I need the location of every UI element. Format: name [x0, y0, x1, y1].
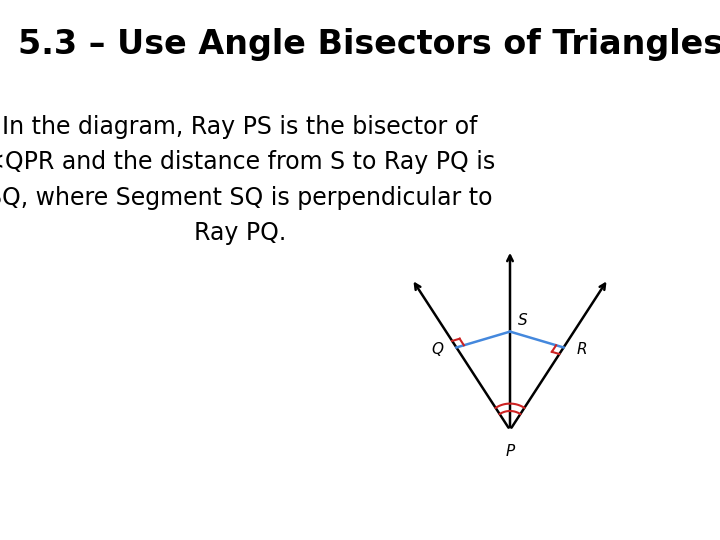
Text: Q: Q — [431, 342, 444, 357]
Text: S: S — [518, 313, 528, 328]
Text: P: P — [505, 444, 515, 459]
Text: In the diagram, Ray PS is the bisector of
<QPR and the distance from S to Ray PQ: In the diagram, Ray PS is the bisector o… — [0, 115, 495, 245]
Text: R: R — [577, 342, 588, 357]
Text: 5.3 – Use Angle Bisectors of Triangles: 5.3 – Use Angle Bisectors of Triangles — [18, 28, 720, 61]
